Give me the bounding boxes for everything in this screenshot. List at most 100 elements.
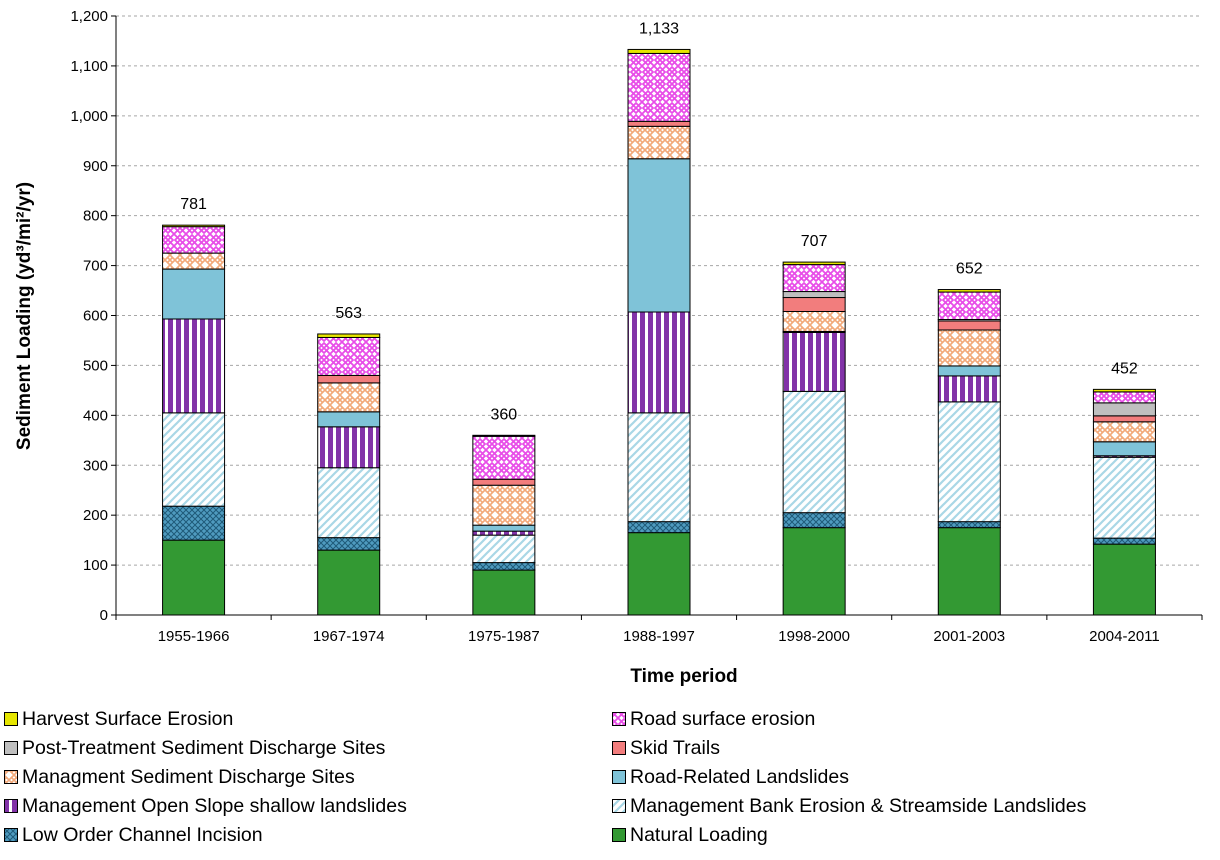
legend-label: Low Order Channel Incision: [22, 823, 263, 846]
bar-segment-road-related-landslides: [162, 268, 226, 320]
bar-segment-managment-sediment-discharge-sites: [317, 382, 381, 413]
legend-item-natural-loading: Natural Loading: [612, 822, 768, 848]
legend-item-post-treatment-sediment-discharge-sites: Post-Treatment Sediment Discharge Sites: [4, 735, 385, 761]
y-axis-title: Sediment Loading (yd³/mi²/yr): [14, 182, 35, 450]
bar-segment-post-treatment-sediment-discharge-sites: [1092, 402, 1156, 417]
bar-segment-managment-sediment-discharge-sites: [782, 311, 846, 332]
legend-swatch: [612, 799, 626, 813]
bar-segment-skid-trails: [627, 120, 691, 127]
bar-segment-low-order-channel-incision: [937, 521, 1001, 529]
bar-segment-harvest-surface-erosion: [782, 261, 846, 266]
bar-segment-skid-trails: [937, 320, 1001, 331]
bar-segment-road-surface-erosion: [472, 435, 536, 480]
bar-total-label: 360: [491, 406, 518, 423]
legend-label: Natural Loading: [630, 823, 768, 846]
bar-segment-management-bank-erosion-streamside-landslides: [1092, 456, 1156, 539]
bar-segment-natural-loading: [627, 532, 691, 616]
y-tick-label: 800: [83, 208, 108, 225]
bar-segment-natural-loading: [162, 539, 226, 616]
bar-segment-management-open-slope-shallow-landslides: [317, 426, 381, 469]
y-tick-label: 300: [83, 457, 108, 474]
legend-item-road-surface-erosion: Road surface erosion: [612, 706, 815, 732]
x-tick-label: 1988-1997: [623, 628, 695, 645]
bar-segment-road-related-landslides: [1092, 441, 1156, 457]
bar-total-label: 652: [956, 261, 983, 278]
y-tick-label: 1,000: [70, 108, 108, 125]
bar-segment-management-open-slope-shallow-landslides: [782, 331, 846, 392]
x-tick-label: 1967-1974: [313, 628, 385, 645]
x-axis-title: Time period: [630, 666, 737, 687]
bar-segment-road-related-landslides: [317, 411, 381, 428]
bar-segment-management-bank-erosion-streamside-landslides: [472, 534, 536, 564]
bar-segment-management-bank-erosion-streamside-landslides: [782, 390, 846, 514]
bar-segment-post-treatment-sediment-discharge-sites: [782, 291, 846, 299]
bar-segment-management-bank-erosion-streamside-landslides: [937, 401, 1001, 523]
legend-item-skid-trails: Skid Trails: [612, 735, 720, 761]
bar-segment-harvest-surface-erosion: [472, 434, 536, 437]
y-tick-label: 200: [83, 507, 108, 524]
bar-segment-low-order-channel-incision: [317, 537, 381, 551]
bar-stack-1975-1987: [472, 434, 536, 616]
bar-segment-road-surface-erosion: [937, 291, 1001, 320]
bar-segment-skid-trails: [472, 478, 536, 486]
bar-stack-1955-1966: [162, 224, 226, 616]
legend-swatch: [4, 712, 18, 726]
legend-item-harvest-surface-erosion: Harvest Surface Erosion: [4, 706, 233, 732]
legend-swatch: [4, 770, 18, 784]
bar-segment-harvest-surface-erosion: [627, 48, 691, 54]
bar-segment-harvest-surface-erosion: [1092, 388, 1156, 393]
legend-label: Road surface erosion: [630, 707, 816, 730]
bar-segment-road-surface-erosion: [162, 226, 226, 254]
bar-segment-harvest-surface-erosion: [317, 333, 381, 338]
bar-segment-managment-sediment-discharge-sites: [627, 125, 691, 160]
bar-total-label: 707: [801, 233, 828, 250]
bar-segment-skid-trails: [1092, 415, 1156, 423]
bar-segment-natural-loading: [317, 549, 381, 616]
bar-total-label: 452: [1111, 360, 1138, 377]
bars: 781 563 360 1,133 707 652 452: [162, 20, 1156, 616]
bar-segment-managment-sediment-discharge-sites: [1092, 421, 1156, 443]
y-tick-label: 0: [100, 607, 108, 624]
legend-item-management-open-slope-shallow-landslides: Management Open Slope shallow landslides: [4, 793, 407, 819]
x-tick-label: 1998-2000: [778, 628, 850, 645]
bar-segment-skid-trails: [782, 297, 846, 313]
bar-total-label: 1,133: [639, 20, 679, 37]
legend-swatch: [4, 741, 18, 755]
bar-stack-1998-2000: [782, 261, 846, 616]
bar-stack-1967-1974: [317, 333, 381, 616]
bar-segment-low-order-channel-incision: [162, 505, 226, 541]
bar-segment-natural-loading: [1092, 543, 1156, 616]
legend-swatch: [612, 712, 626, 726]
x-tick-label: 1955-1966: [158, 628, 230, 645]
bar-segment-road-related-landslides: [937, 365, 1001, 377]
legend-item-managment-sediment-discharge-sites: Managment Sediment Discharge Sites: [4, 764, 355, 790]
bar-segment-skid-trails: [317, 374, 381, 384]
bar-segment-management-bank-erosion-streamside-landslides: [162, 412, 226, 507]
bar-segment-management-open-slope-shallow-landslides: [627, 311, 691, 414]
y-tick-label: 500: [83, 357, 108, 374]
legend-item-low-order-channel-incision: Low Order Channel Incision: [4, 822, 263, 848]
bar-segment-managment-sediment-discharge-sites: [162, 252, 226, 270]
bar-segment-managment-sediment-discharge-sites: [472, 484, 536, 526]
x-tick-label: 2004-2011: [1089, 628, 1160, 645]
legend-label: Skid Trails: [630, 736, 720, 759]
y-tick-label: 100: [83, 557, 108, 574]
bar-segment-road-surface-erosion: [317, 336, 381, 376]
y-tick-label: 400: [83, 407, 108, 424]
legend-swatch: [612, 741, 626, 755]
chart-legend: Harvest Surface Erosion Road surface eros…: [4, 706, 1218, 858]
bar-stack-2004-2011: [1092, 388, 1156, 616]
bar-segment-harvest-surface-erosion: [162, 224, 226, 228]
y-tick-label: 900: [83, 158, 108, 175]
axes: 0 100 200 300 400 500 600 700 800 900 1,000 1,100 1,…: [70, 8, 1203, 645]
y-tick-label: 1,100: [70, 58, 108, 75]
bar-segment-management-open-slope-shallow-landslides: [162, 318, 226, 414]
bar-segment-road-surface-erosion: [782, 264, 846, 293]
legend-label: Managment Sediment Discharge Sites: [22, 765, 355, 788]
legend-label: Road-Related Landslides: [630, 765, 849, 788]
bar-segment-road-surface-erosion: [627, 52, 691, 122]
bar-stack-1988-1997: [627, 48, 691, 616]
bar-total-label: 563: [335, 305, 362, 322]
bar-segment-natural-loading: [937, 527, 1001, 616]
stacked-bar-chart: 781 563 360 1,133 707 652 452 0 100 200 300 400 500…: [14, 8, 1203, 687]
